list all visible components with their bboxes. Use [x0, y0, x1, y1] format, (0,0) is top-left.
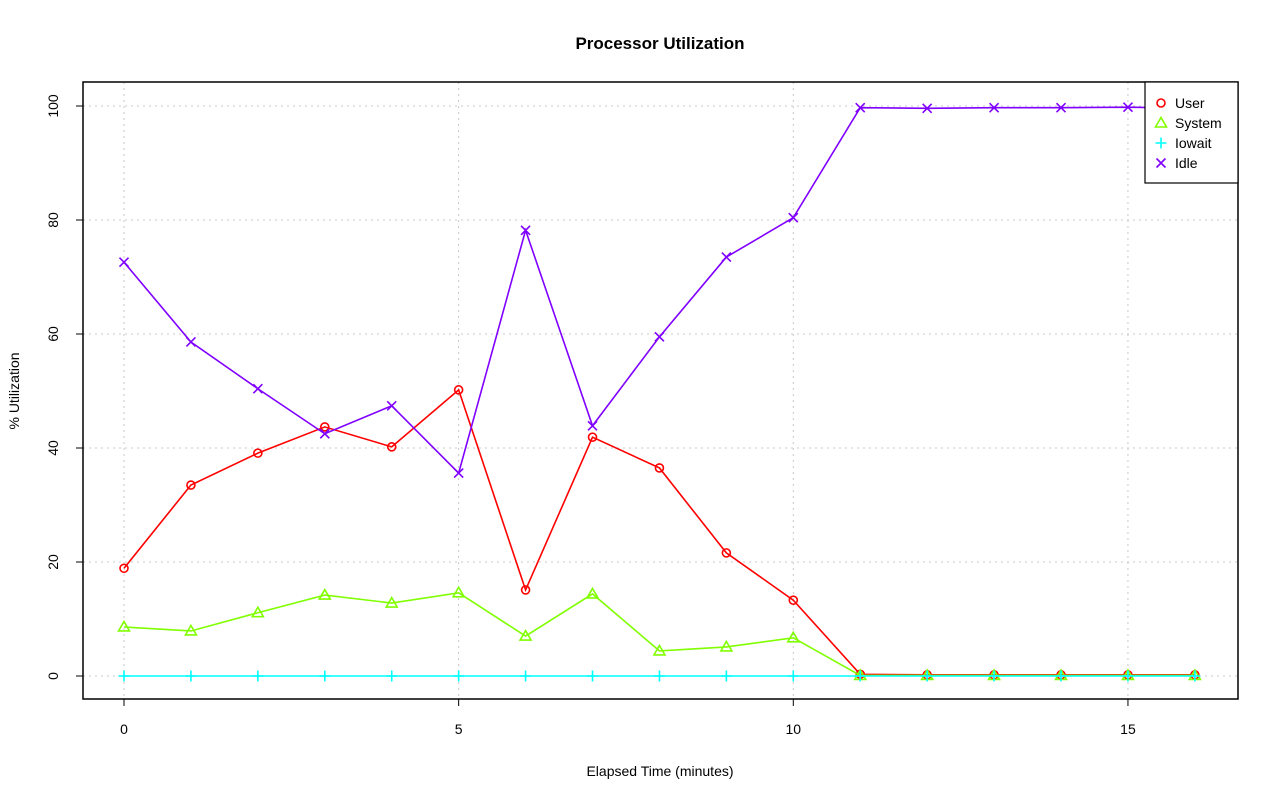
- data-point-idle: [654, 331, 665, 342]
- data-point-iowait: [653, 670, 665, 682]
- chart-title: Processor Utilization: [575, 34, 744, 53]
- y-tick-label: 40: [45, 440, 61, 456]
- data-point-idle: [319, 428, 330, 439]
- data-point-system: [250, 605, 265, 618]
- legend-label-iowait: Iowait: [1175, 135, 1212, 151]
- data-point-iowait: [988, 670, 1000, 682]
- data-point-user: [319, 422, 330, 432]
- series-line-system: [123, 591, 1195, 677]
- series-system: [117, 585, 1202, 681]
- legend-label-user: User: [1175, 95, 1205, 111]
- data-point-idle: [118, 257, 130, 268]
- series-line-idle: [123, 106, 1195, 475]
- data-point-idle: [855, 102, 866, 113]
- data-point-system: [184, 623, 198, 636]
- data-point-iowait: [787, 670, 799, 682]
- legend-marker-idle: [1155, 157, 1167, 169]
- data-point-iowait: [453, 670, 465, 682]
- series-layer: [117, 102, 1202, 682]
- data-point-iowait: [185, 670, 197, 682]
- data-point-user: [119, 563, 129, 574]
- data-point-user: [386, 442, 397, 452]
- data-point-system: [786, 630, 801, 643]
- data-point-idle: [922, 103, 933, 114]
- data-point-user: [721, 548, 732, 558]
- axes: 0 5 10 15 0 20 40 60 80 100: [45, 94, 1136, 737]
- data-point-system: [117, 619, 131, 632]
- data-point-system: [317, 587, 332, 600]
- data-point-user: [186, 480, 196, 490]
- data-point-iowait: [720, 670, 732, 682]
- legend-label-idle: Idle: [1175, 155, 1198, 171]
- series-user: [119, 385, 1200, 680]
- y-tick-label: 80: [45, 212, 61, 228]
- data-point-idle: [386, 400, 397, 411]
- data-point-idle: [185, 336, 196, 348]
- x-tick-label: 15: [1120, 721, 1136, 737]
- data-point-iowait: [921, 670, 933, 682]
- data-point-idle: [1055, 102, 1067, 113]
- data-point-user: [654, 463, 665, 473]
- data-point-system: [585, 586, 600, 599]
- data-point-idle: [721, 251, 732, 263]
- series-line-user: [123, 388, 1195, 676]
- data-point-idle: [989, 102, 1000, 113]
- data-point-iowait: [854, 670, 866, 682]
- legend-marker-user: [1156, 98, 1166, 108]
- data-point-system: [719, 639, 734, 652]
- legend-label-system: System: [1175, 115, 1222, 131]
- data-point-user: [520, 585, 531, 595]
- data-point-idle: [1122, 102, 1134, 113]
- data-point-system: [518, 629, 533, 641]
- series-idle: [118, 102, 1200, 479]
- y-tick-label: 20: [45, 554, 61, 570]
- data-point-iowait: [1189, 670, 1201, 682]
- data-point-user: [788, 595, 799, 605]
- x-tick-label: 0: [120, 721, 128, 737]
- data-point-idle: [587, 420, 598, 431]
- data-point-idle: [453, 468, 464, 479]
- data-point-idle: [252, 383, 263, 394]
- data-point-user: [453, 385, 464, 395]
- legend-marker-system: [1154, 115, 1168, 128]
- x-axis-label: Elapsed Time (minutes): [586, 763, 733, 779]
- data-point-system: [652, 643, 667, 656]
- data-point-iowait: [386, 670, 398, 682]
- data-point-system: [384, 595, 399, 608]
- data-point-user: [587, 432, 598, 442]
- data-point-iowait: [1055, 670, 1067, 682]
- data-point-iowait: [118, 670, 130, 682]
- data-point-iowait: [319, 670, 331, 682]
- plot-border: [82, 81, 1239, 700]
- grid: [83, 82, 1238, 699]
- y-tick-label: 60: [45, 326, 61, 342]
- y-tick-label: 100: [45, 94, 61, 118]
- data-point-iowait: [587, 670, 599, 682]
- legend-marker-iowait: [1155, 137, 1167, 149]
- data-point-iowait: [1122, 670, 1134, 682]
- data-point-user: [253, 448, 263, 458]
- legend: User System Iowait Idle: [1144, 81, 1239, 184]
- data-point-iowait: [252, 670, 264, 682]
- x-tick-label: 5: [455, 721, 463, 737]
- data-point-system: [451, 585, 466, 598]
- y-axis-label: % Utilization: [6, 352, 22, 429]
- y-tick-label: 0: [45, 672, 61, 680]
- data-point-idle: [520, 225, 531, 236]
- data-point-idle: [788, 212, 799, 223]
- x-tick-label: 10: [786, 721, 802, 737]
- data-point-iowait: [520, 670, 532, 682]
- series-iowait: [118, 670, 1201, 682]
